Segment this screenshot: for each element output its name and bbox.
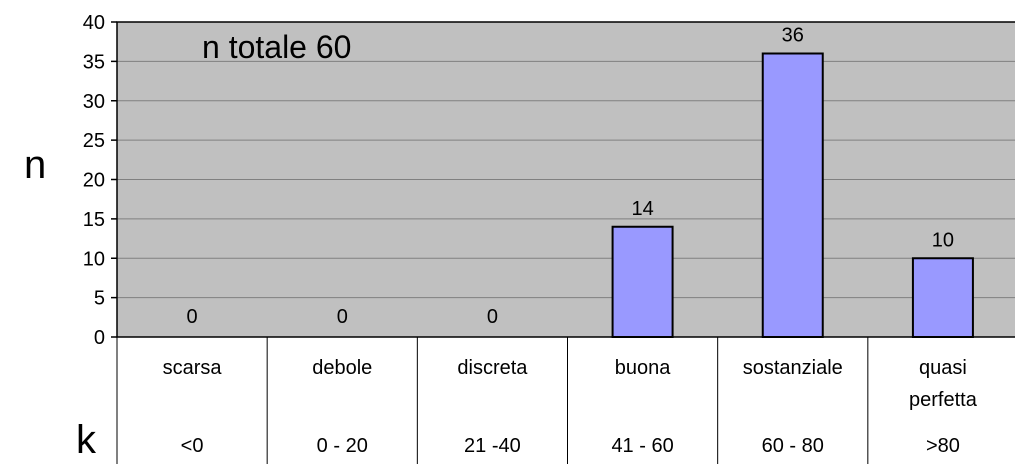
category-label: debole xyxy=(312,357,372,379)
y-tick-label: 15 xyxy=(83,209,105,231)
range-label: 60 - 80 xyxy=(762,435,824,457)
y-tick-label: 30 xyxy=(83,91,105,113)
category-label: sostanziale xyxy=(743,357,843,379)
y-tick-label: 20 xyxy=(83,170,105,192)
y-tick-label: 40 xyxy=(83,12,105,34)
data-label: 10 xyxy=(932,229,954,251)
bar-buona xyxy=(611,225,674,338)
category-label: buona xyxy=(615,357,671,379)
data-labels: 0 0 0 14 36 10 xyxy=(187,25,955,329)
range-label: 41 - 60 xyxy=(611,435,673,457)
y-tick-label: 0 xyxy=(94,327,105,349)
category-label: scarsa xyxy=(163,357,223,379)
category-label: discreta xyxy=(457,357,528,379)
range-labels: <0 0 - 20 21 -40 41 - 60 60 - 80 >80 xyxy=(181,435,960,457)
y-tick-label: 5 xyxy=(94,288,105,310)
range-label: <0 xyxy=(181,435,204,457)
data-label: 0 xyxy=(187,306,198,328)
data-label: 14 xyxy=(631,198,653,220)
category-labels: scarsa debole discreta buona sostanziale quas… xyxy=(163,357,978,411)
range-label: >80 xyxy=(926,435,960,457)
y-tick-label: 10 xyxy=(83,248,105,270)
category-label: quasi xyxy=(919,357,967,379)
gridlines xyxy=(117,60,1015,299)
data-label: 0 xyxy=(487,306,498,328)
y-tick-label: 35 xyxy=(83,51,105,73)
data-label: 0 xyxy=(337,306,348,328)
category-table xyxy=(116,337,869,464)
category-label: perfetta xyxy=(909,389,978,411)
range-label: 21 -40 xyxy=(464,435,521,457)
chart-annotation: n totale 60 xyxy=(202,29,351,65)
y-axis-label: n xyxy=(24,143,46,187)
y-tick-label: 25 xyxy=(83,130,105,152)
bar-quasi-perfetta xyxy=(911,257,974,338)
bar-sostanziale xyxy=(761,52,824,338)
y-tick-labels: 0 5 10 15 20 25 30 35 40 xyxy=(83,12,105,349)
range-label: 0 - 20 xyxy=(317,435,368,457)
x-axis-label: k xyxy=(76,418,97,462)
data-label: 36 xyxy=(782,25,804,47)
